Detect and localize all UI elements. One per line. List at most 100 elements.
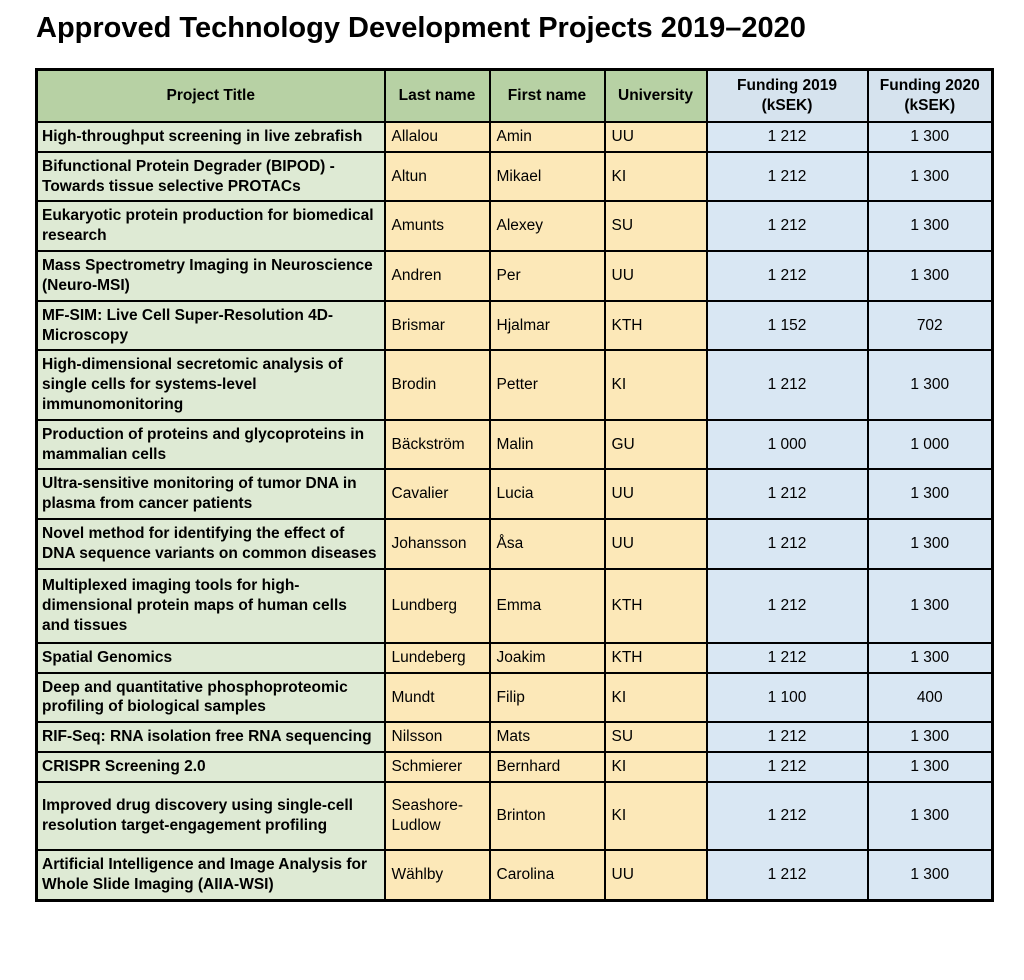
funding-2020-cell: 1 300 [866, 641, 994, 674]
funding-2020-cell: 1 300 [866, 518, 994, 570]
university-cell: KI [603, 671, 708, 724]
column-header-last-name: Last name [383, 68, 491, 123]
table-row: Production of proteins and glycoproteins… [35, 418, 994, 471]
first-name-cell: Åsa [488, 518, 606, 570]
funding-2020-cell: 1 300 [866, 349, 994, 421]
column-header-university: University [603, 68, 708, 123]
last-name-cell: Wählby [383, 848, 491, 902]
funding-2019-cell: 1 212 [705, 468, 869, 521]
last-name-cell: Allalou [383, 120, 491, 153]
funding-2020-cell: 1 300 [866, 250, 994, 302]
last-name-cell: Altun [383, 150, 491, 203]
funding-2019-cell: 1 212 [705, 567, 869, 644]
first-name-cell: Emma [488, 567, 606, 644]
university-cell: SU [603, 200, 708, 253]
last-name-cell: Mundt [383, 671, 491, 724]
funding-2019-cell: 1 212 [705, 200, 869, 253]
column-header-sublabel: (kSEK) [761, 96, 813, 114]
funding-2019-cell: 1 212 [705, 641, 869, 674]
funding-2019-cell: 1 212 [705, 120, 869, 153]
column-header-sublabel: (kSEK) [904, 96, 956, 114]
project-title-cell: Novel method for identifying the effect … [35, 518, 386, 570]
funding-2019-cell: 1 212 [705, 349, 869, 421]
table-row: Eukaryotic protein production for biomed… [35, 200, 994, 253]
university-cell: KTH [603, 641, 708, 674]
project-title-cell: Bifunctional Protein Degrader (BIPOD) - … [35, 150, 386, 203]
university-cell: UU [603, 120, 708, 153]
table-row: High-throughput screening in live zebraf… [35, 120, 994, 153]
funding-2020-cell: 1 300 [866, 751, 994, 783]
project-title-cell: Ultra-sensitive monitoring of tumor DNA … [35, 468, 386, 521]
first-name-cell: Filip [488, 671, 606, 724]
table-row: Mass Spectrometry Imaging in Neuroscienc… [35, 250, 994, 302]
column-header-label: Last name [398, 86, 476, 104]
project-title-cell: Eukaryotic protein production for biomed… [35, 200, 386, 253]
university-cell: KTH [603, 567, 708, 644]
university-cell: UU [603, 250, 708, 302]
funding-2019-cell: 1 212 [705, 751, 869, 783]
project-title-cell: Production of proteins and glycoproteins… [35, 418, 386, 471]
funding-2020-cell: 702 [866, 299, 994, 352]
funding-2020-cell: 1 300 [866, 848, 994, 902]
column-header-label: Funding 2020 [879, 77, 980, 95]
funding-2019-cell: 1 212 [705, 848, 869, 902]
last-name-cell: Amunts [383, 200, 491, 253]
project-title-cell: Artificial Intelligence and Image Analys… [35, 848, 386, 902]
last-name-cell: Nilsson [383, 721, 491, 754]
university-cell: KTH [603, 299, 708, 352]
funding-2019-cell: 1 212 [705, 518, 869, 570]
table-row: Bifunctional Protein Degrader (BIPOD) - … [35, 150, 994, 203]
table-row: Deep and quantitative phosphoproteomic p… [35, 671, 994, 724]
table-row: RIF-Seq: RNA isolation free RNA sequenci… [35, 721, 994, 754]
first-name-cell: Mats [488, 721, 606, 754]
last-name-cell: Seashore-Ludlow [383, 780, 491, 851]
university-cell: GU [603, 418, 708, 471]
project-title-cell: Spatial Genomics [35, 641, 386, 674]
project-title-cell: Multiplexed imaging tools for high-dimen… [35, 567, 386, 644]
funding-2019-cell: 1 212 [705, 150, 869, 203]
last-name-cell: Brodin [383, 349, 491, 421]
page-title: Approved Technology Development Projects… [36, 12, 806, 44]
project-title-cell: Deep and quantitative phosphoproteomic p… [35, 671, 386, 724]
last-name-cell: Lundeberg [383, 641, 491, 674]
first-name-cell: Brinton [488, 780, 606, 851]
header-row: Project Title Last name First name Unive… [35, 68, 994, 123]
funding-2019-cell: 1 152 [705, 299, 869, 352]
funding-2020-cell: 1 300 [866, 120, 994, 153]
last-name-cell: Lundberg [383, 567, 491, 644]
project-title-cell: High-dimensional secretomic analysis of … [35, 349, 386, 421]
university-cell: UU [603, 848, 708, 902]
funding-2019-cell: 1 212 [705, 780, 869, 851]
funding-2020-cell: 1 300 [866, 567, 994, 644]
funding-2019-cell: 1 212 [705, 721, 869, 754]
table-row: Artificial Intelligence and Image Analys… [35, 848, 994, 902]
last-name-cell: Andren [383, 250, 491, 302]
first-name-cell: Mikael [488, 150, 606, 203]
table-row: MF-SIM: Live Cell Super-Resolution 4D-Mi… [35, 299, 994, 352]
table-row: Multiplexed imaging tools for high-dimen… [35, 567, 994, 644]
table-row: Improved drug discovery using single-cel… [35, 780, 994, 851]
approved-projects-table: Project Title Last name First name Unive… [35, 67, 994, 902]
column-header-first-name: First name [488, 68, 606, 123]
column-header-label: University [618, 86, 693, 104]
column-header-funding-2020: Funding 2020 (kSEK) [866, 68, 994, 123]
table-row: Ultra-sensitive monitoring of tumor DNA … [35, 468, 994, 521]
project-title-cell: RIF-Seq: RNA isolation free RNA sequenci… [35, 721, 386, 754]
first-name-cell: Amin [488, 120, 606, 153]
university-cell: KI [603, 349, 708, 421]
university-cell: SU [603, 721, 708, 754]
column-header-project-title: Project Title [35, 68, 386, 123]
funding-2019-cell: 1 000 [705, 418, 869, 471]
university-cell: KI [603, 150, 708, 203]
last-name-cell: Johansson [383, 518, 491, 570]
table-row: Spatial Genomics Lundeberg Joakim KTH 1 … [35, 641, 994, 674]
table-header: Project Title Last name First name Unive… [35, 68, 994, 123]
project-title-cell: High-throughput screening in live zebraf… [35, 120, 386, 153]
column-header-label: Funding 2019 [737, 77, 837, 95]
table-row: Novel method for identifying the effect … [35, 518, 994, 570]
funding-2020-cell: 1 000 [866, 418, 994, 471]
first-name-cell: Bernhard [488, 751, 606, 783]
column-header-label: First name [507, 86, 587, 104]
funding-2020-cell: 1 300 [866, 468, 994, 521]
first-name-cell: Malin [488, 418, 606, 471]
